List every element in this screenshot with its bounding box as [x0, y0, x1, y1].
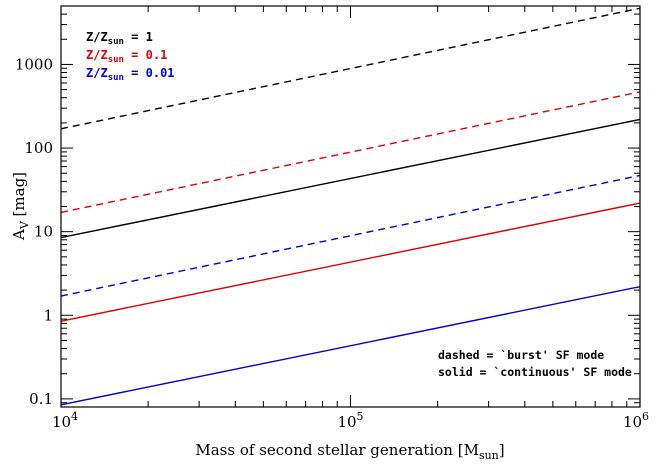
series-line-solid-4: [60, 202, 641, 322]
x-axis-label: Mass of second stellar generation [Msun]: [195, 441, 504, 462]
series-line-solid-5: [60, 285, 641, 406]
legend-entry-z01: Z/Zsun = 0.1: [86, 48, 167, 65]
legend-entry-z001: Z/Zsun = 0.01: [86, 66, 175, 83]
legend-entry-z1: Z/Zsun = 1: [86, 30, 153, 47]
plot-frame: [60, 5, 641, 408]
y-tick-label: 1: [43, 306, 53, 324]
series-line-solid-3: [60, 118, 641, 239]
y-tick-label: 100: [24, 139, 53, 157]
y-axis-label: AV [mag]: [10, 172, 31, 241]
annotation-block: dashed = `burst' SF mode solid = `contin…: [438, 348, 632, 379]
x-tick-label: 106: [623, 410, 649, 431]
x-tick-label: 105: [337, 410, 363, 431]
series-line-dashed-1: [60, 91, 641, 214]
series-layer: [60, 7, 641, 406]
y-tick-label: 10: [34, 223, 53, 241]
annotation-solid: solid = `continuous' SF mode: [438, 365, 632, 379]
ticks-layer: 104 105 106 0.1 1 10 100 1000: [15, 5, 649, 431]
legend: Z/Zsun = 1 Z/Zsun = 0.1 Z/Zsun = 0.01: [86, 30, 175, 83]
series-line-dashed-0: [60, 7, 641, 130]
annotation-dashed: dashed = `burst' SF mode: [438, 348, 604, 362]
x-tick-label: 104: [52, 410, 78, 431]
series-line-dashed-2: [60, 174, 641, 297]
y-tick-label: 0.1: [29, 390, 53, 408]
y-tick-label: 1000: [15, 55, 53, 73]
